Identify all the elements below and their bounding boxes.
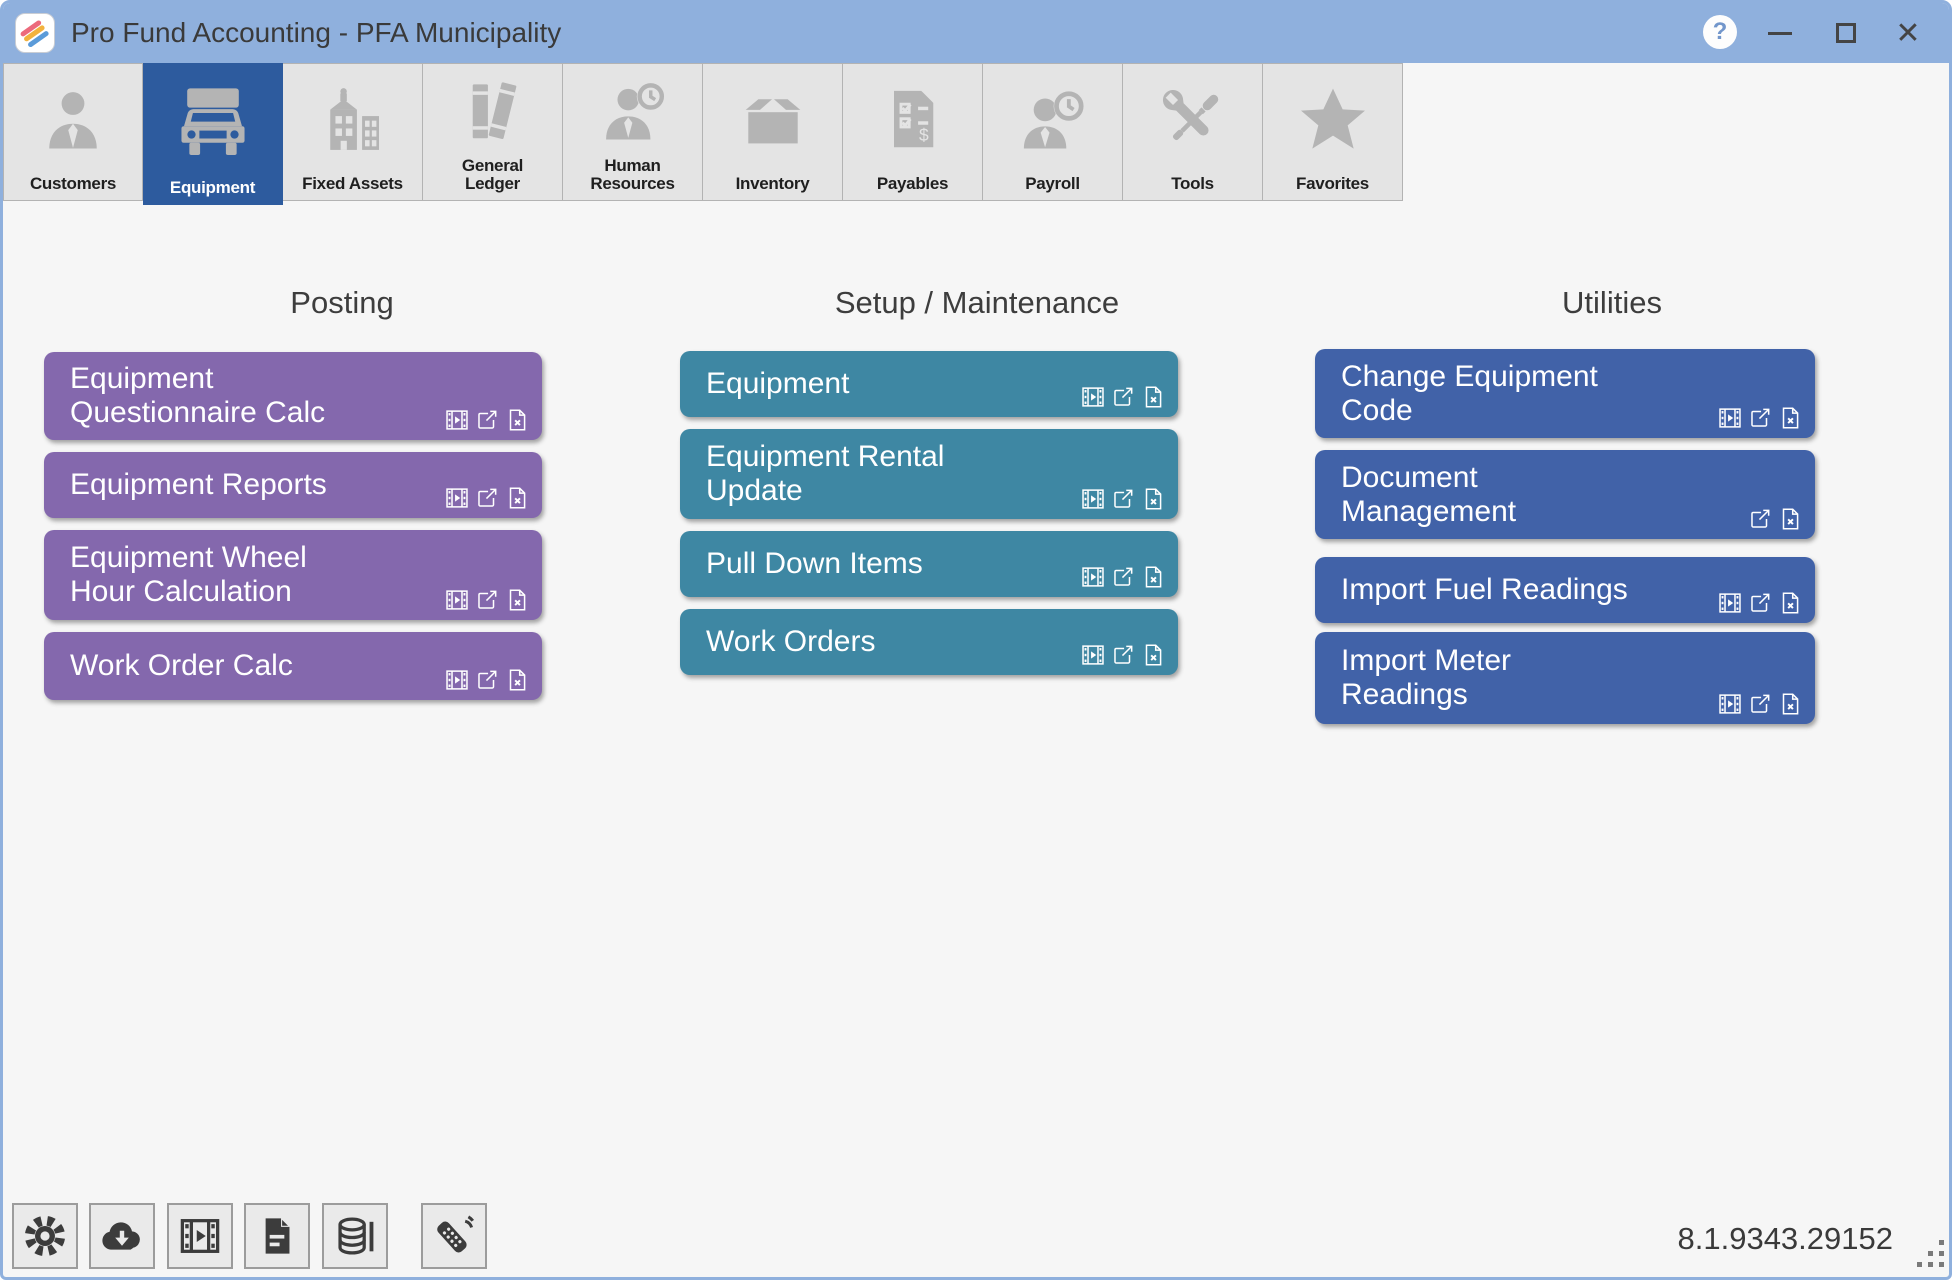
launch-icon[interactable] bbox=[1747, 590, 1773, 616]
tab-tools[interactable]: Tools bbox=[1123, 63, 1263, 201]
video-icon[interactable] bbox=[1717, 691, 1743, 717]
launch-icon[interactable] bbox=[1110, 564, 1136, 590]
maximize-button[interactable] bbox=[1821, 3, 1871, 63]
database-icon bbox=[338, 1217, 374, 1255]
database-button[interactable] bbox=[322, 1203, 388, 1269]
button-import-fuel-readings[interactable]: Import Fuel Readings bbox=[1315, 557, 1815, 623]
video-icon[interactable] bbox=[1080, 564, 1106, 590]
remote-control-icon bbox=[437, 1215, 475, 1253]
remote-support-button[interactable] bbox=[421, 1203, 487, 1269]
tab-human-resources[interactable]: Human Resources bbox=[563, 63, 703, 201]
resize-grip[interactable] bbox=[1912, 1240, 1944, 1272]
version-number: 8.1.9343.29152 bbox=[1677, 1221, 1894, 1256]
video-icon[interactable] bbox=[444, 407, 470, 433]
launch-icon[interactable] bbox=[1110, 642, 1136, 668]
tab-fixed-assets[interactable]: Fixed Assets bbox=[283, 63, 423, 201]
title-bar: Pro Fund Accounting - PFA Municipality ?… bbox=[3, 3, 1949, 63]
button-import-meter-readings[interactable]: Import Meter Readings bbox=[1315, 632, 1815, 724]
launch-icon[interactable] bbox=[1747, 506, 1773, 532]
launch-icon[interactable] bbox=[1747, 405, 1773, 431]
video-icon[interactable] bbox=[444, 485, 470, 511]
button-equipment-rental-update[interactable]: Equipment Rental Update bbox=[680, 429, 1178, 519]
buildings-icon bbox=[283, 64, 422, 175]
file-close-icon[interactable] bbox=[504, 587, 530, 613]
tab-inventory[interactable]: Inventory bbox=[703, 63, 843, 201]
video-icon[interactable] bbox=[444, 667, 470, 693]
video-icon[interactable] bbox=[1080, 384, 1106, 410]
file-close-icon[interactable] bbox=[1140, 642, 1166, 668]
video-tutorials-button[interactable] bbox=[167, 1203, 233, 1269]
video-icon[interactable] bbox=[444, 587, 470, 613]
video-icon[interactable] bbox=[1080, 642, 1106, 668]
button-equipment[interactable]: Equipment bbox=[680, 351, 1178, 417]
file-close-icon[interactable] bbox=[504, 667, 530, 693]
launch-icon[interactable] bbox=[474, 485, 500, 511]
file-close-icon[interactable] bbox=[504, 407, 530, 433]
app-logo-icon bbox=[15, 13, 55, 53]
box-icon bbox=[703, 64, 842, 175]
button-equipment-reports[interactable]: Equipment Reports bbox=[44, 452, 542, 518]
tab-payables[interactable]: $ Payables bbox=[843, 63, 983, 201]
launch-icon[interactable] bbox=[1747, 691, 1773, 717]
button-document-management[interactable]: Document Management bbox=[1315, 450, 1815, 539]
launch-icon[interactable] bbox=[1110, 486, 1136, 512]
cloud-download-button[interactable] bbox=[89, 1203, 155, 1269]
books-icon bbox=[423, 64, 562, 157]
button-work-orders[interactable]: Work Orders bbox=[680, 609, 1178, 675]
button-equipment-wheel-hour-calculation[interactable]: Equipment Wheel Hour Calculation bbox=[44, 530, 542, 620]
section-title-posting: Posting bbox=[290, 285, 394, 320]
section-title-setup-maintenance: Setup / Maintenance bbox=[834, 285, 1120, 320]
settings-button[interactable] bbox=[12, 1203, 78, 1269]
video-icon[interactable] bbox=[1717, 405, 1743, 431]
tab-favorites[interactable]: Favorites bbox=[1263, 63, 1403, 201]
gear-icon bbox=[24, 1215, 66, 1257]
file-close-icon[interactable] bbox=[1777, 590, 1803, 616]
reports-button[interactable] bbox=[244, 1203, 310, 1269]
file-close-icon[interactable] bbox=[504, 485, 530, 511]
svg-text:$: $ bbox=[919, 124, 929, 144]
file-close-icon[interactable] bbox=[1777, 405, 1803, 431]
window-title: Pro Fund Accounting - PFA Municipality bbox=[71, 17, 562, 48]
launch-icon[interactable] bbox=[474, 407, 500, 433]
file-close-icon[interactable] bbox=[1777, 506, 1803, 532]
tab-general-ledger[interactable]: General Ledger bbox=[423, 63, 563, 201]
close-button[interactable]: ✕ bbox=[1895, 16, 1921, 50]
file-close-icon[interactable] bbox=[1140, 384, 1166, 410]
document-icon bbox=[265, 1217, 291, 1254]
file-close-icon[interactable] bbox=[1777, 691, 1803, 717]
customers-icon bbox=[4, 64, 142, 175]
equipment-truck-icon bbox=[143, 64, 282, 179]
help-button[interactable]: ? bbox=[1703, 15, 1737, 49]
cloud-download-icon bbox=[102, 1222, 140, 1250]
section-title-utilities: Utilities bbox=[1562, 285, 1662, 320]
person-clock-icon bbox=[563, 64, 702, 157]
tab-equipment[interactable]: Equipment bbox=[143, 63, 283, 205]
file-close-icon[interactable] bbox=[1140, 486, 1166, 512]
launch-icon[interactable] bbox=[474, 587, 500, 613]
button-change-equipment-code[interactable]: Change Equipment Code bbox=[1315, 349, 1815, 438]
launch-icon[interactable] bbox=[1110, 384, 1136, 410]
video-icon[interactable] bbox=[1717, 590, 1743, 616]
ribbon-tab-strip: Customers Equipment bbox=[3, 63, 1403, 205]
video-icon bbox=[180, 1219, 220, 1253]
button-work-order-calc[interactable]: Work Order Calc bbox=[44, 632, 542, 700]
tab-payroll[interactable]: Payroll bbox=[983, 63, 1123, 201]
file-close-icon[interactable] bbox=[1140, 564, 1166, 590]
tools-icon bbox=[1123, 64, 1262, 175]
person-clock-icon bbox=[983, 64, 1122, 175]
video-icon[interactable] bbox=[1080, 486, 1106, 512]
launch-icon[interactable] bbox=[474, 667, 500, 693]
button-equipment-questionnaire-calc[interactable]: Equipment Questionnaire Calc bbox=[44, 352, 542, 440]
tab-customers[interactable]: Customers bbox=[3, 63, 143, 201]
minimize-button[interactable] bbox=[1755, 3, 1805, 63]
button-pull-down-items[interactable]: Pull Down Items bbox=[680, 531, 1178, 597]
invoice-icon: $ bbox=[843, 64, 982, 175]
star-icon bbox=[1263, 64, 1402, 175]
